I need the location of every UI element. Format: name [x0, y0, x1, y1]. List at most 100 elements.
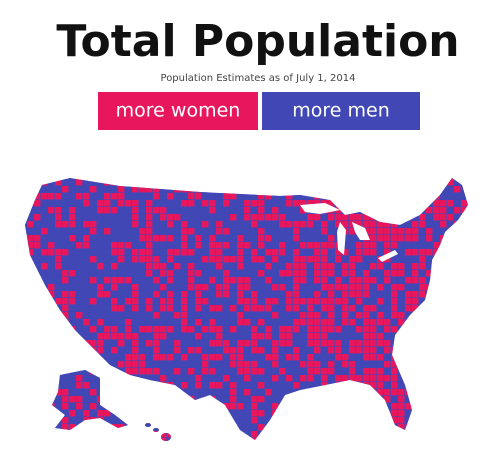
county	[391, 333, 398, 340]
county	[405, 347, 412, 354]
county	[363, 263, 370, 270]
county	[405, 214, 412, 221]
county	[265, 235, 272, 242]
county	[426, 200, 433, 207]
county	[153, 319, 160, 326]
county	[244, 186, 251, 193]
county	[328, 221, 335, 228]
county	[363, 375, 370, 382]
county	[146, 270, 153, 277]
county	[97, 375, 104, 382]
county	[69, 228, 76, 235]
county	[307, 270, 314, 277]
county	[139, 424, 146, 431]
county	[48, 200, 55, 207]
county	[349, 242, 356, 249]
county	[216, 333, 223, 340]
county	[363, 368, 370, 375]
county	[426, 221, 433, 228]
county	[405, 361, 412, 368]
county	[237, 207, 244, 214]
county	[69, 186, 76, 193]
county	[174, 270, 181, 277]
county	[468, 424, 474, 430]
county	[62, 431, 69, 438]
county	[125, 424, 132, 431]
county	[391, 263, 398, 270]
county	[25, 270, 27, 277]
county	[356, 431, 363, 438]
county	[370, 326, 377, 333]
county	[146, 165, 152, 171]
county	[160, 410, 167, 417]
county	[174, 431, 181, 438]
county	[174, 410, 181, 417]
county	[321, 214, 328, 221]
county	[314, 354, 321, 361]
county	[440, 305, 447, 312]
county	[433, 298, 440, 305]
county	[321, 228, 328, 235]
county	[216, 319, 223, 326]
county	[279, 438, 286, 441]
county	[132, 186, 139, 193]
county	[454, 277, 461, 284]
county	[384, 382, 391, 389]
county	[69, 249, 76, 256]
county	[377, 396, 384, 403]
county	[447, 403, 454, 410]
county	[461, 396, 468, 403]
county	[223, 228, 230, 235]
county	[440, 284, 447, 291]
county	[237, 312, 244, 319]
county	[356, 347, 363, 354]
county	[461, 347, 468, 354]
county	[412, 368, 419, 375]
county	[167, 291, 174, 298]
county	[48, 235, 55, 242]
county	[377, 179, 384, 186]
county	[377, 284, 384, 291]
county	[55, 186, 62, 193]
county	[83, 347, 90, 354]
county	[335, 361, 342, 368]
county	[265, 165, 271, 171]
county	[188, 263, 195, 270]
county	[209, 249, 216, 256]
county	[321, 424, 328, 431]
county	[69, 403, 76, 410]
county	[293, 347, 300, 354]
county	[69, 389, 76, 396]
county	[363, 221, 370, 228]
county	[181, 305, 188, 312]
county	[405, 263, 412, 270]
county	[377, 193, 384, 200]
county	[25, 179, 27, 186]
county	[216, 291, 223, 298]
county	[468, 438, 474, 444]
county	[174, 207, 181, 214]
county	[440, 333, 447, 340]
county	[244, 263, 251, 270]
county	[167, 249, 174, 256]
county	[223, 382, 230, 389]
county	[391, 347, 398, 354]
county	[202, 200, 209, 207]
county	[83, 200, 90, 207]
county	[265, 207, 272, 214]
county	[111, 333, 118, 340]
county	[90, 235, 97, 242]
county	[181, 340, 188, 347]
county	[55, 375, 62, 382]
county	[433, 354, 440, 361]
county	[195, 312, 202, 319]
county	[342, 431, 349, 438]
county	[265, 291, 272, 298]
county	[41, 298, 48, 305]
county	[349, 207, 356, 214]
county	[90, 242, 97, 249]
county	[34, 179, 41, 186]
county	[41, 326, 48, 333]
county	[412, 382, 419, 389]
county	[314, 403, 321, 410]
